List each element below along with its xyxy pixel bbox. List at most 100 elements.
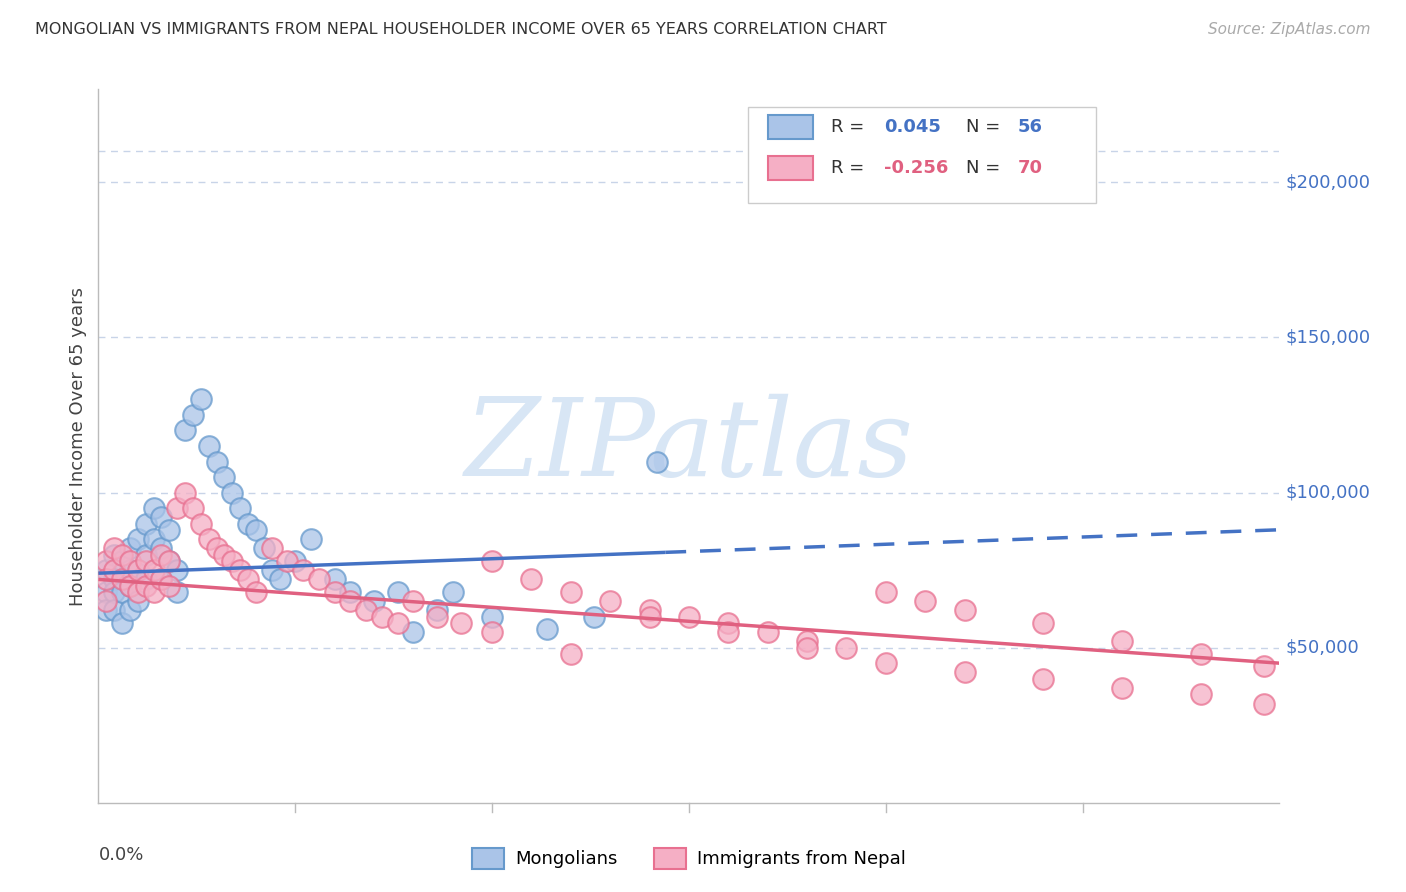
Text: $150,000: $150,000	[1285, 328, 1371, 346]
Point	[260, 563, 283, 577]
Point	[481, 554, 503, 568]
Point	[150, 548, 173, 562]
Point	[1189, 687, 1212, 701]
Point	[96, 603, 118, 617]
Point	[197, 439, 219, 453]
Point	[166, 563, 188, 577]
Point	[678, 609, 700, 624]
Point	[276, 554, 298, 568]
Point	[111, 554, 134, 568]
Point	[426, 603, 449, 617]
Point	[214, 548, 236, 562]
Point	[157, 554, 180, 568]
Point	[638, 609, 661, 624]
Point	[323, 584, 346, 599]
FancyBboxPatch shape	[768, 156, 813, 180]
Point	[875, 584, 897, 599]
Point	[756, 625, 779, 640]
Point	[96, 554, 118, 568]
Text: $200,000: $200,000	[1285, 173, 1371, 191]
Point	[371, 609, 394, 624]
Point	[103, 573, 125, 587]
Point	[221, 554, 243, 568]
Point	[236, 573, 259, 587]
Point	[481, 609, 503, 624]
Text: N =: N =	[966, 159, 1007, 177]
Text: Source: ZipAtlas.com: Source: ZipAtlas.com	[1208, 22, 1371, 37]
Point	[299, 532, 322, 546]
Point	[142, 563, 165, 577]
Point	[441, 584, 464, 599]
Point	[174, 424, 197, 438]
Text: $50,000: $50,000	[1285, 639, 1360, 657]
Point	[118, 579, 141, 593]
Point	[135, 573, 157, 587]
FancyBboxPatch shape	[768, 115, 813, 139]
Point	[1032, 672, 1054, 686]
Point	[236, 516, 259, 531]
Point	[638, 603, 661, 617]
Point	[221, 485, 243, 500]
Text: -0.256: -0.256	[884, 159, 948, 177]
Point	[229, 563, 252, 577]
Point	[387, 615, 409, 630]
Point	[520, 573, 543, 587]
Point	[402, 594, 425, 608]
Point	[190, 516, 212, 531]
Point	[103, 541, 125, 556]
Point	[560, 584, 582, 599]
Point	[292, 563, 315, 577]
Text: 0.045: 0.045	[884, 118, 941, 136]
Point	[214, 470, 236, 484]
Point	[536, 622, 558, 636]
Point	[402, 625, 425, 640]
Point	[245, 584, 267, 599]
Point	[875, 656, 897, 670]
Point	[205, 541, 228, 556]
Point	[914, 594, 936, 608]
Point	[111, 615, 134, 630]
Point	[127, 594, 149, 608]
Point	[339, 584, 361, 599]
Text: 56: 56	[1018, 118, 1042, 136]
Point	[142, 584, 165, 599]
Point	[1189, 647, 1212, 661]
Point	[953, 665, 976, 680]
Point	[583, 609, 606, 624]
Point	[308, 573, 330, 587]
Point	[150, 573, 173, 587]
Point	[118, 563, 141, 577]
Point	[260, 541, 283, 556]
Point	[150, 510, 173, 524]
Point	[1111, 634, 1133, 648]
Point	[135, 554, 157, 568]
Point	[354, 603, 377, 617]
Point	[229, 501, 252, 516]
Point	[166, 501, 188, 516]
Point	[953, 603, 976, 617]
Text: R =: R =	[831, 118, 870, 136]
Point	[157, 579, 180, 593]
Point	[142, 501, 165, 516]
Point	[1253, 659, 1275, 673]
Point	[197, 532, 219, 546]
Point	[339, 594, 361, 608]
Point	[387, 584, 409, 599]
Point	[1032, 615, 1054, 630]
Point	[647, 454, 669, 468]
Point	[103, 548, 125, 562]
Point	[150, 573, 173, 587]
Point	[157, 554, 180, 568]
Text: MONGOLIAN VS IMMIGRANTS FROM NEPAL HOUSEHOLDER INCOME OVER 65 YEARS CORRELATION : MONGOLIAN VS IMMIGRANTS FROM NEPAL HOUSE…	[35, 22, 887, 37]
Point	[599, 594, 621, 608]
Point	[181, 501, 204, 516]
Point	[205, 454, 228, 468]
Point	[96, 594, 118, 608]
Point	[253, 541, 276, 556]
Point	[284, 554, 307, 568]
Y-axis label: Householder Income Over 65 years: Householder Income Over 65 years	[69, 286, 87, 606]
Point	[127, 532, 149, 546]
Point	[481, 625, 503, 640]
Point	[181, 408, 204, 422]
Point	[1111, 681, 1133, 695]
